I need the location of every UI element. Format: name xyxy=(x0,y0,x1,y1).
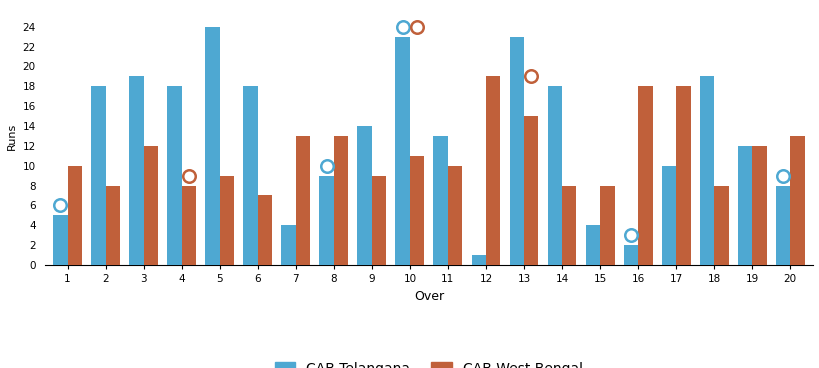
Bar xyxy=(333,136,348,265)
Bar xyxy=(143,146,158,265)
Bar xyxy=(433,136,447,265)
Bar xyxy=(600,185,613,265)
Bar xyxy=(775,185,790,265)
Bar xyxy=(371,176,386,265)
Y-axis label: Runs: Runs xyxy=(7,122,17,149)
Bar xyxy=(486,77,500,265)
Bar xyxy=(410,156,424,265)
Bar xyxy=(713,185,728,265)
Bar xyxy=(585,225,600,265)
Bar xyxy=(281,225,296,265)
Bar xyxy=(676,86,690,265)
Bar xyxy=(637,86,652,265)
Bar xyxy=(53,215,67,265)
Bar xyxy=(471,255,486,265)
Bar xyxy=(790,136,803,265)
Bar xyxy=(623,245,637,265)
Bar xyxy=(219,176,234,265)
Legend: CAB Telangana, CAB West Bengal: CAB Telangana, CAB West Bengal xyxy=(269,357,588,368)
Bar xyxy=(257,195,272,265)
Bar xyxy=(106,185,120,265)
Bar xyxy=(699,77,713,265)
Bar xyxy=(395,37,410,265)
Bar xyxy=(523,116,538,265)
Bar xyxy=(751,146,766,265)
Bar xyxy=(737,146,751,265)
Bar xyxy=(661,166,676,265)
Bar xyxy=(91,86,106,265)
X-axis label: Over: Over xyxy=(414,290,443,302)
Bar xyxy=(182,185,196,265)
Bar xyxy=(205,27,219,265)
Bar xyxy=(509,37,523,265)
Bar xyxy=(129,77,143,265)
Bar xyxy=(167,86,182,265)
Bar xyxy=(296,136,310,265)
Bar xyxy=(357,126,371,265)
Bar xyxy=(561,185,576,265)
Bar xyxy=(67,166,82,265)
Bar xyxy=(243,86,257,265)
Bar xyxy=(447,166,462,265)
Bar xyxy=(319,176,333,265)
Bar xyxy=(547,86,561,265)
